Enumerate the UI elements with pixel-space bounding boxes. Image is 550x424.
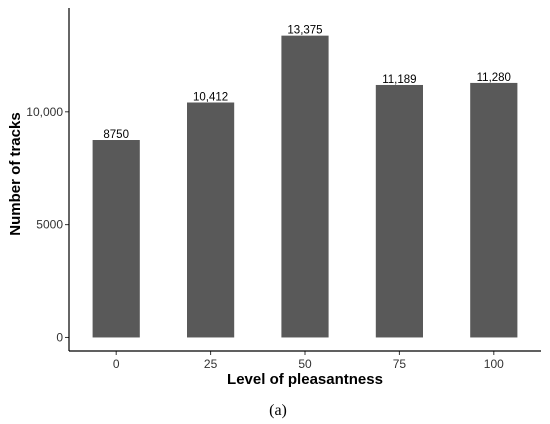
- bar-25: [187, 102, 235, 338]
- y-tick-label-5000: 5000: [36, 218, 63, 232]
- x-tick-label-100: 100: [484, 357, 504, 371]
- y-axis-ticks: 0 5000 10,000: [26, 105, 69, 344]
- bar-50: [281, 35, 329, 338]
- figure-caption: (a): [269, 402, 287, 419]
- x-tick-label-0: 0: [113, 357, 120, 371]
- x-axis-ticks: 0 25 50 75 100: [113, 351, 504, 371]
- bar-100: [470, 82, 518, 338]
- x-tick-label-75: 75: [393, 357, 407, 371]
- bar-0: [92, 140, 140, 338]
- x-axis-title: Level of pleasantness: [227, 371, 383, 388]
- bar-75: [375, 84, 423, 338]
- y-axis-title: Number of tracks: [7, 112, 24, 235]
- data-label-25: 10,412: [193, 92, 228, 104]
- data-labels-group: 8750 10,412 13,375 11,189 11,280: [103, 25, 511, 141]
- bars-group: [92, 35, 518, 338]
- data-label-100: 11,280: [477, 72, 511, 84]
- y-tick-label-0: 0: [56, 330, 63, 344]
- data-label-50: 13,375: [287, 25, 322, 37]
- data-label-0: 8750: [103, 129, 129, 141]
- x-tick-label-25: 25: [204, 357, 218, 371]
- x-tick-label-50: 50: [298, 357, 312, 371]
- y-tick-label-10000: 10,000: [26, 105, 63, 119]
- data-label-75: 11,189: [382, 74, 416, 86]
